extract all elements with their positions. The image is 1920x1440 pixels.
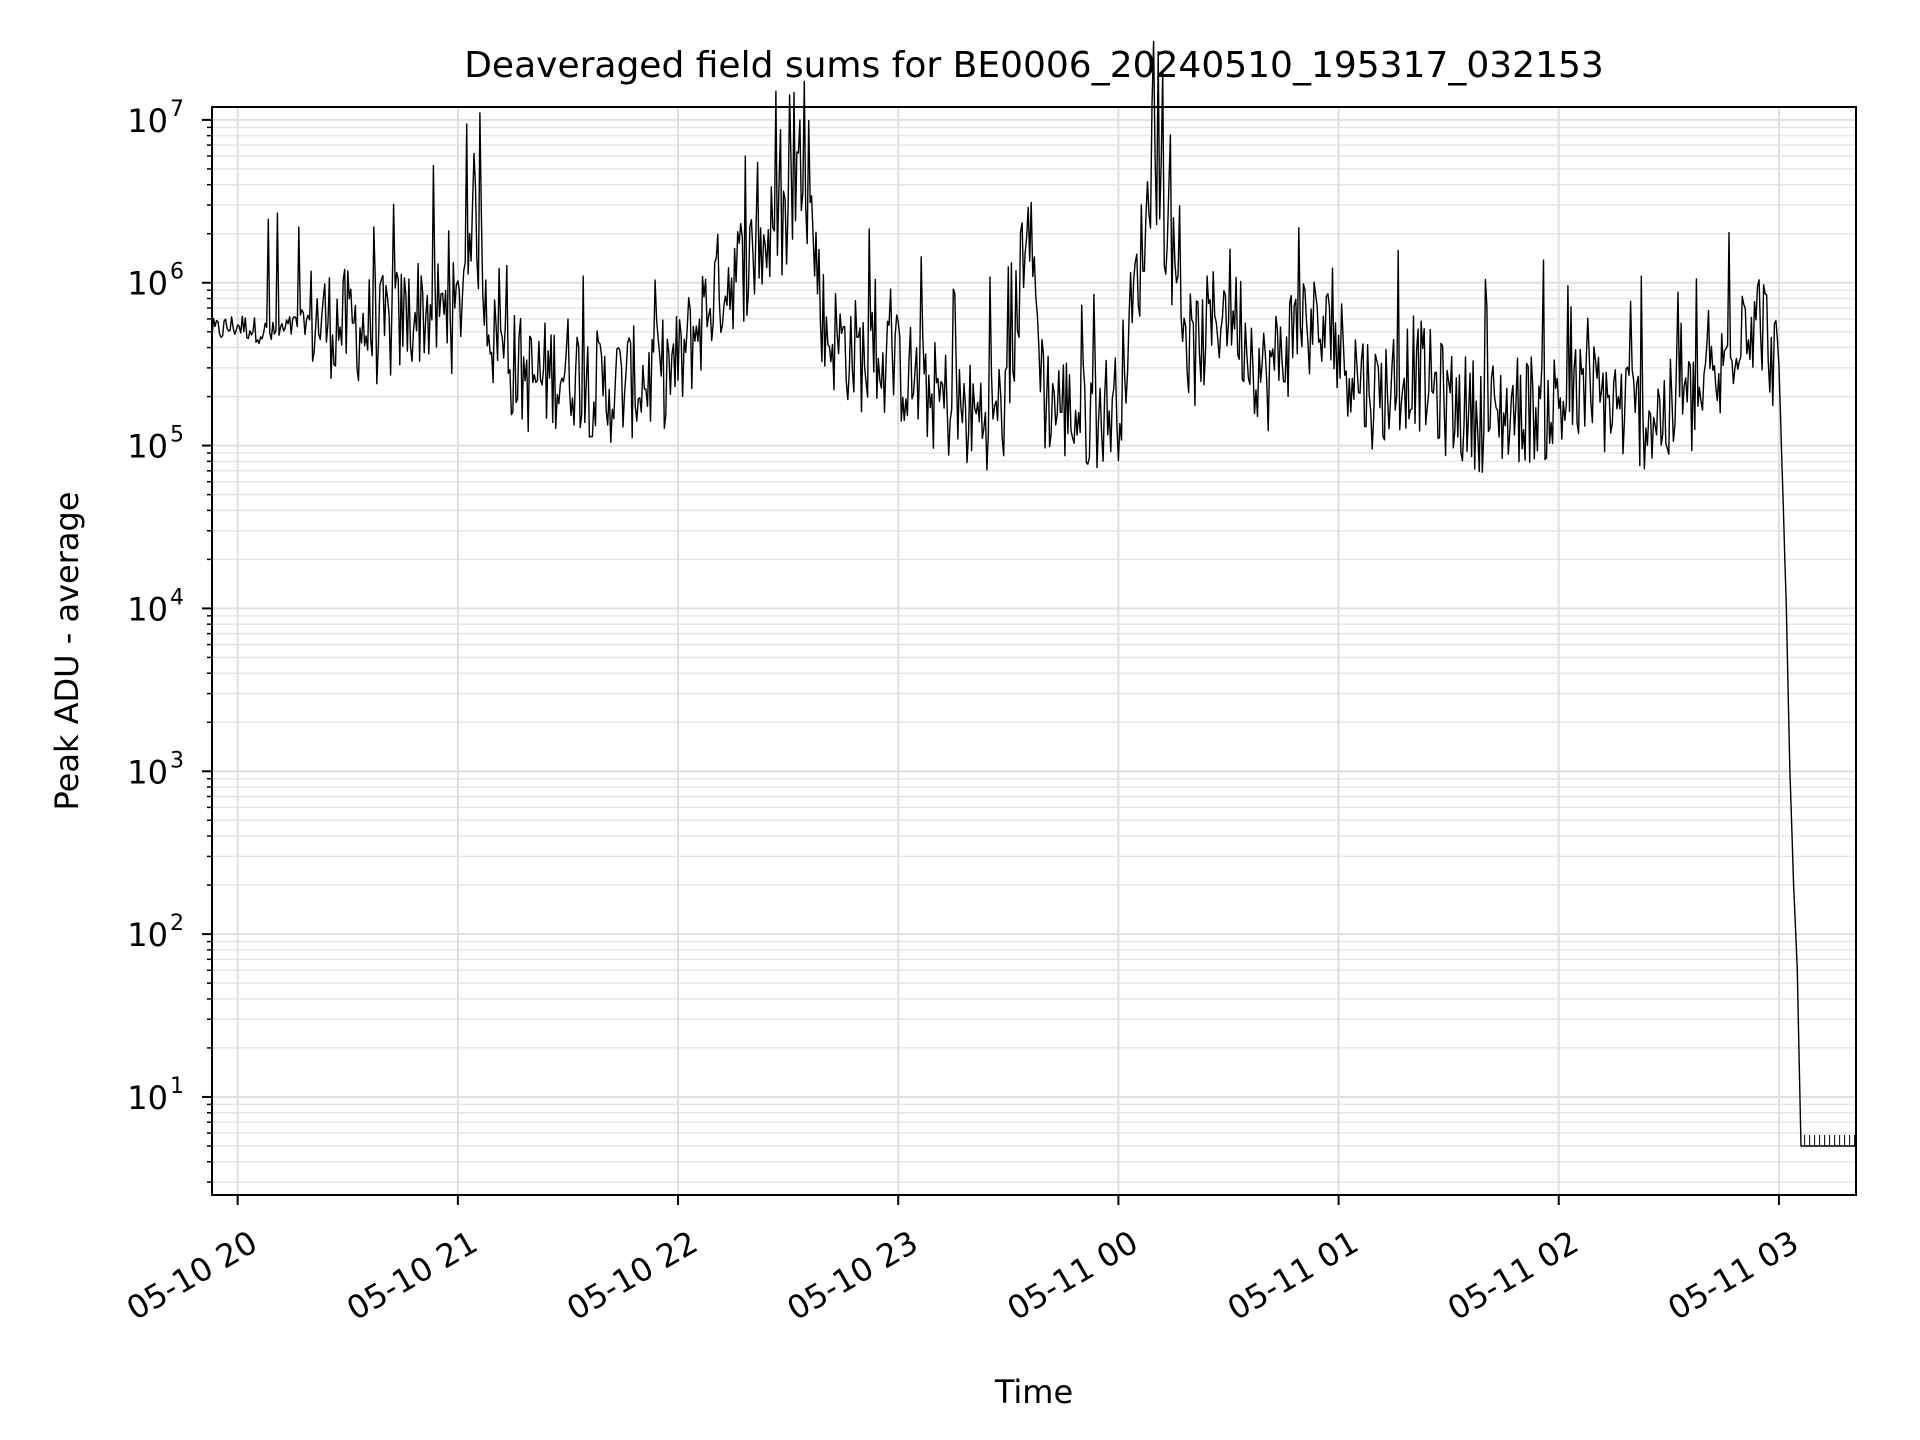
x-tick-label: 05-11 03: [1661, 1223, 1805, 1328]
x-tick-label: 05-11 01: [1221, 1223, 1365, 1328]
y-tick-label: 10: [127, 916, 168, 954]
y-tick-label: 10: [127, 102, 168, 140]
x-tick-label: 05-11 00: [1001, 1223, 1145, 1328]
y-tick-label-exponent: 2: [170, 911, 184, 936]
x-axis-label: Time: [994, 1373, 1073, 1411]
y-tick-label: 10: [127, 753, 168, 791]
y-tick-label-exponent: 3: [170, 748, 184, 773]
y-tick-label-exponent: 5: [170, 423, 184, 448]
series-line: [211, 40, 1856, 1147]
y-tick-label: 10: [127, 590, 168, 628]
grid: [212, 107, 1856, 1195]
y-tick-label-exponent: 4: [170, 585, 184, 610]
plot-frame: [211, 106, 1857, 1196]
x-tick-label: 05-10 21: [340, 1223, 484, 1328]
y-axis-label: Peak ADU - average: [48, 492, 86, 811]
y-tick-label: 10: [127, 1079, 168, 1117]
y-tick-label-exponent: 7: [170, 97, 184, 122]
y-tick-label-exponent: 6: [170, 260, 184, 285]
x-tick-label: 05-10 22: [560, 1223, 704, 1328]
chart-title: Deaveraged field sums for BE0006_2024051…: [464, 45, 1604, 86]
x-tick-label: 05-11 02: [1441, 1223, 1585, 1328]
y-tick-label-exponent: 1: [170, 1074, 184, 1099]
y-tick-label: 10: [127, 428, 168, 466]
series-layer: [211, 40, 1856, 1147]
y-tick-label: 10: [127, 265, 168, 303]
x-tick-label: 05-10 23: [781, 1223, 925, 1328]
x-tick-label: 05-10 20: [120, 1223, 264, 1328]
